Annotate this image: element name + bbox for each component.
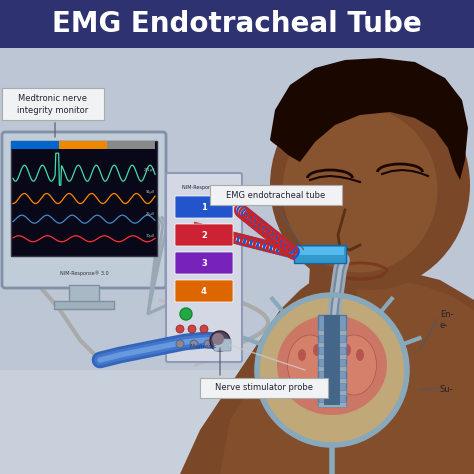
Text: Su-: Su- <box>440 385 454 394</box>
Text: Nerve stimulator probe: Nerve stimulator probe <box>215 383 313 392</box>
Bar <box>69 285 99 303</box>
Ellipse shape <box>270 80 470 290</box>
Circle shape <box>188 325 196 333</box>
FancyBboxPatch shape <box>166 173 242 362</box>
Text: 3: 3 <box>201 258 207 267</box>
Ellipse shape <box>343 344 351 356</box>
Circle shape <box>257 295 407 445</box>
FancyBboxPatch shape <box>200 378 328 398</box>
Bar <box>0 370 474 474</box>
Polygon shape <box>270 58 468 180</box>
Bar <box>318 366 346 371</box>
Text: NIM-Response 3.0: NIM-Response 3.0 <box>182 184 226 190</box>
Ellipse shape <box>298 349 306 361</box>
Text: Medtronic nerve: Medtronic nerve <box>18 93 88 102</box>
Bar <box>0 0 474 48</box>
Bar <box>107 141 155 149</box>
Bar <box>318 342 346 347</box>
Polygon shape <box>180 265 474 474</box>
Circle shape <box>176 325 184 333</box>
Bar <box>11 141 59 149</box>
Circle shape <box>204 340 212 348</box>
Ellipse shape <box>288 335 332 395</box>
Ellipse shape <box>283 108 438 273</box>
Ellipse shape <box>328 339 336 351</box>
Text: EMG Endotracheal Tube: EMG Endotracheal Tube <box>52 10 422 38</box>
Text: 4: 4 <box>201 286 207 295</box>
Bar <box>318 330 346 335</box>
Text: 2: 2 <box>201 230 207 239</box>
Text: 271μV: 271μV <box>144 168 155 172</box>
Circle shape <box>200 325 208 333</box>
Polygon shape <box>305 265 360 360</box>
Text: Medtronic: Medtronic <box>191 344 218 348</box>
Bar <box>294 247 344 255</box>
FancyBboxPatch shape <box>210 185 342 205</box>
Text: NIM-Response® 3.0: NIM-Response® 3.0 <box>60 270 109 276</box>
FancyBboxPatch shape <box>175 252 233 274</box>
Bar <box>0 48 474 474</box>
Bar <box>318 390 346 395</box>
FancyBboxPatch shape <box>214 339 231 351</box>
Circle shape <box>210 331 230 351</box>
Bar <box>54 301 114 309</box>
Text: 91μV: 91μV <box>146 190 155 194</box>
Circle shape <box>190 340 198 348</box>
Bar <box>11 141 157 256</box>
Text: 1: 1 <box>201 202 207 211</box>
FancyBboxPatch shape <box>2 88 104 120</box>
Ellipse shape <box>356 349 364 361</box>
Bar <box>324 315 340 405</box>
FancyBboxPatch shape <box>175 280 233 302</box>
Text: En-
e-: En- e- <box>440 310 454 330</box>
Text: EMG endotracheal tube: EMG endotracheal tube <box>227 191 326 200</box>
Bar <box>294 245 346 263</box>
Text: 10μV: 10μV <box>146 234 155 238</box>
Bar <box>318 354 346 359</box>
Bar <box>318 378 346 383</box>
FancyBboxPatch shape <box>175 224 233 246</box>
Ellipse shape <box>313 344 321 356</box>
FancyBboxPatch shape <box>175 196 233 218</box>
Circle shape <box>212 333 224 345</box>
Bar <box>318 315 346 405</box>
Text: 25μV: 25μV <box>146 212 155 216</box>
Circle shape <box>176 340 184 348</box>
Bar <box>59 141 107 149</box>
Ellipse shape <box>331 335 376 395</box>
Ellipse shape <box>277 315 387 415</box>
Bar <box>318 402 346 407</box>
Polygon shape <box>220 280 474 474</box>
FancyBboxPatch shape <box>2 132 166 288</box>
Text: integrity monitor: integrity monitor <box>18 106 89 115</box>
Circle shape <box>180 308 192 320</box>
